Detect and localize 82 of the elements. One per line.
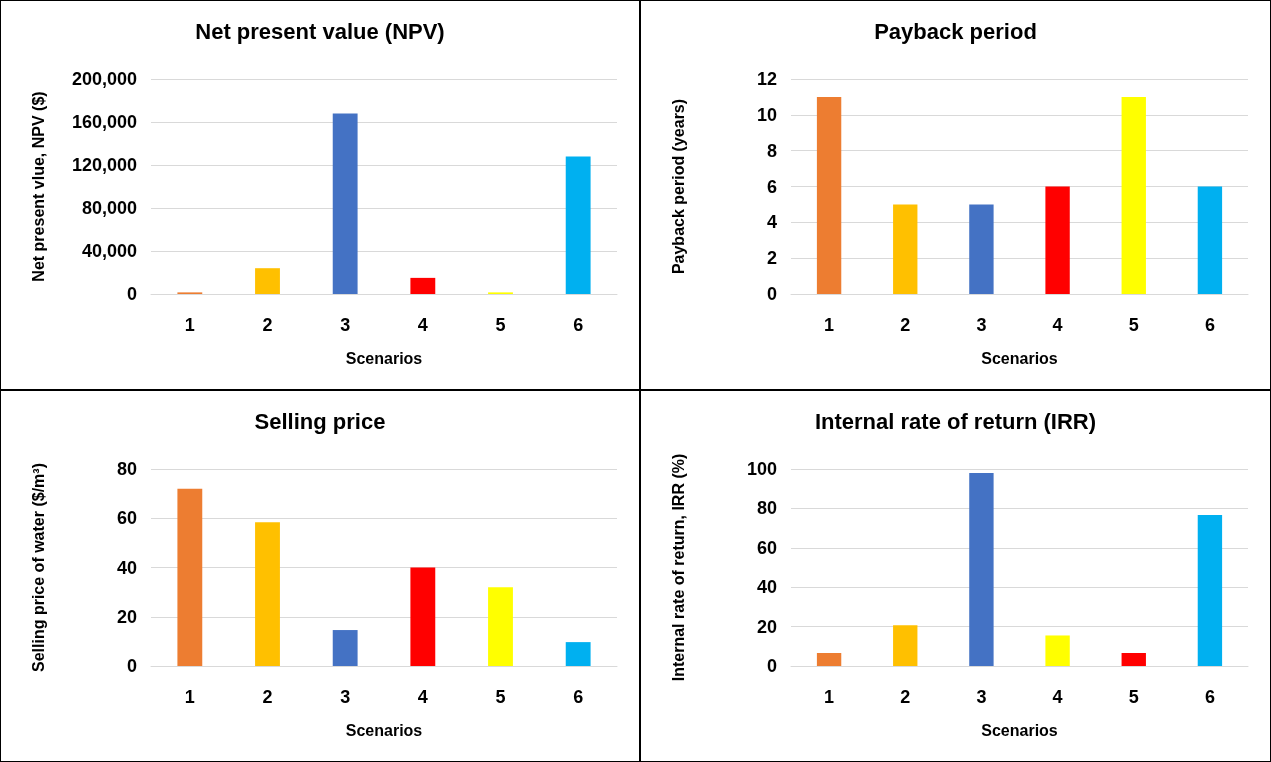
bar: [893, 625, 918, 666]
x-tick-label: 4: [1052, 315, 1063, 335]
y-tick-label: 120,000: [71, 155, 137, 175]
chart-title: Payback period: [874, 18, 1037, 44]
y-tick-label: 10: [756, 104, 777, 125]
bar: [1121, 653, 1146, 666]
chart-title: Selling price: [254, 408, 386, 434]
x-tick-label: 1: [184, 315, 195, 335]
bar: [255, 268, 280, 294]
bar: [332, 113, 358, 294]
y-tick-label: 0: [126, 284, 137, 304]
y-axis-title: Selling price of water ($/m³): [29, 463, 47, 672]
y-tick-label: 40: [116, 557, 137, 578]
bar: [332, 630, 358, 666]
x-tick-label: 3: [976, 687, 987, 707]
x-tick-label: 5: [495, 315, 506, 335]
x-tick-label: 6: [1204, 315, 1215, 335]
x-tick-label: 2: [900, 687, 911, 707]
y-tick-label: 12: [756, 69, 777, 89]
bar: [1045, 635, 1070, 666]
y-tick-label: 0: [126, 656, 137, 676]
y-tick-label: 20: [756, 616, 777, 637]
y-tick-label: 40: [756, 577, 777, 598]
bar: [1197, 515, 1223, 666]
chart-title: Net present value (NPV): [195, 18, 445, 44]
y-tick-label: 20: [116, 606, 137, 627]
x-tick-label: 3: [340, 687, 351, 707]
y-tick-label: 40,000: [81, 241, 137, 261]
bar: [255, 522, 280, 666]
y-tick-label: 200,000: [71, 69, 137, 89]
x-tick-label: 5: [1128, 687, 1139, 707]
y-tick-label: 60: [756, 537, 777, 558]
x-tick-label: 6: [573, 315, 584, 335]
bar: [565, 156, 591, 294]
x-tick-label: 1: [824, 315, 835, 335]
x-tick-label: 2: [900, 315, 911, 335]
bar: [816, 653, 842, 666]
x-tick-label: 3: [340, 315, 351, 335]
x-tick-label: 4: [417, 687, 428, 707]
y-axis-title: Payback period (years): [669, 98, 687, 275]
y-tick-label: 6: [766, 176, 777, 197]
bar: [488, 587, 513, 666]
x-axis-title: Scenarios: [345, 349, 423, 367]
x-axis-title: Scenarios: [981, 721, 1058, 739]
x-tick-label: 5: [495, 687, 506, 707]
bar: [177, 488, 203, 666]
y-tick-label: 2: [766, 248, 777, 269]
y-tick-label: 4: [766, 212, 777, 233]
y-tick-label: 160,000: [71, 112, 137, 132]
bar: [1045, 186, 1070, 294]
y-tick-label: 100: [746, 459, 777, 479]
x-axis-title: Scenarios: [981, 349, 1058, 367]
bar: [1197, 186, 1223, 294]
bar: [565, 642, 591, 666]
bar: [410, 277, 436, 294]
y-axis-title: Internal rate of return, IRR (%): [669, 453, 687, 682]
x-tick-label: 2: [262, 315, 273, 335]
y-tick-label: 0: [766, 284, 777, 304]
bar: [969, 204, 994, 294]
x-tick-label: 4: [1052, 687, 1063, 707]
bar: [969, 472, 994, 666]
bar: [410, 567, 436, 666]
y-tick-label: 80,000: [81, 198, 137, 218]
x-tick-label: 1: [824, 687, 835, 707]
x-tick-label: 5: [1128, 315, 1139, 335]
bar: [1121, 96, 1146, 294]
y-tick-label: 80: [116, 459, 137, 479]
bar: [893, 204, 918, 294]
bar: [816, 96, 842, 294]
x-tick-label: 3: [976, 315, 987, 335]
x-axis-title: Scenarios: [345, 721, 423, 739]
chart-title: Internal rate of return (IRR): [814, 408, 1097, 434]
x-tick-label: 6: [1204, 687, 1215, 707]
y-tick-label: 60: [116, 508, 137, 529]
x-tick-label: 1: [184, 687, 195, 707]
x-tick-label: 4: [417, 315, 428, 335]
y-axis-title: Net present vlue, NPV ($): [29, 91, 47, 282]
y-tick-label: 80: [756, 498, 777, 519]
y-tick-label: 8: [766, 140, 777, 161]
y-tick-label: 0: [766, 656, 777, 676]
x-tick-label: 6: [573, 687, 584, 707]
x-tick-label: 2: [262, 687, 273, 707]
